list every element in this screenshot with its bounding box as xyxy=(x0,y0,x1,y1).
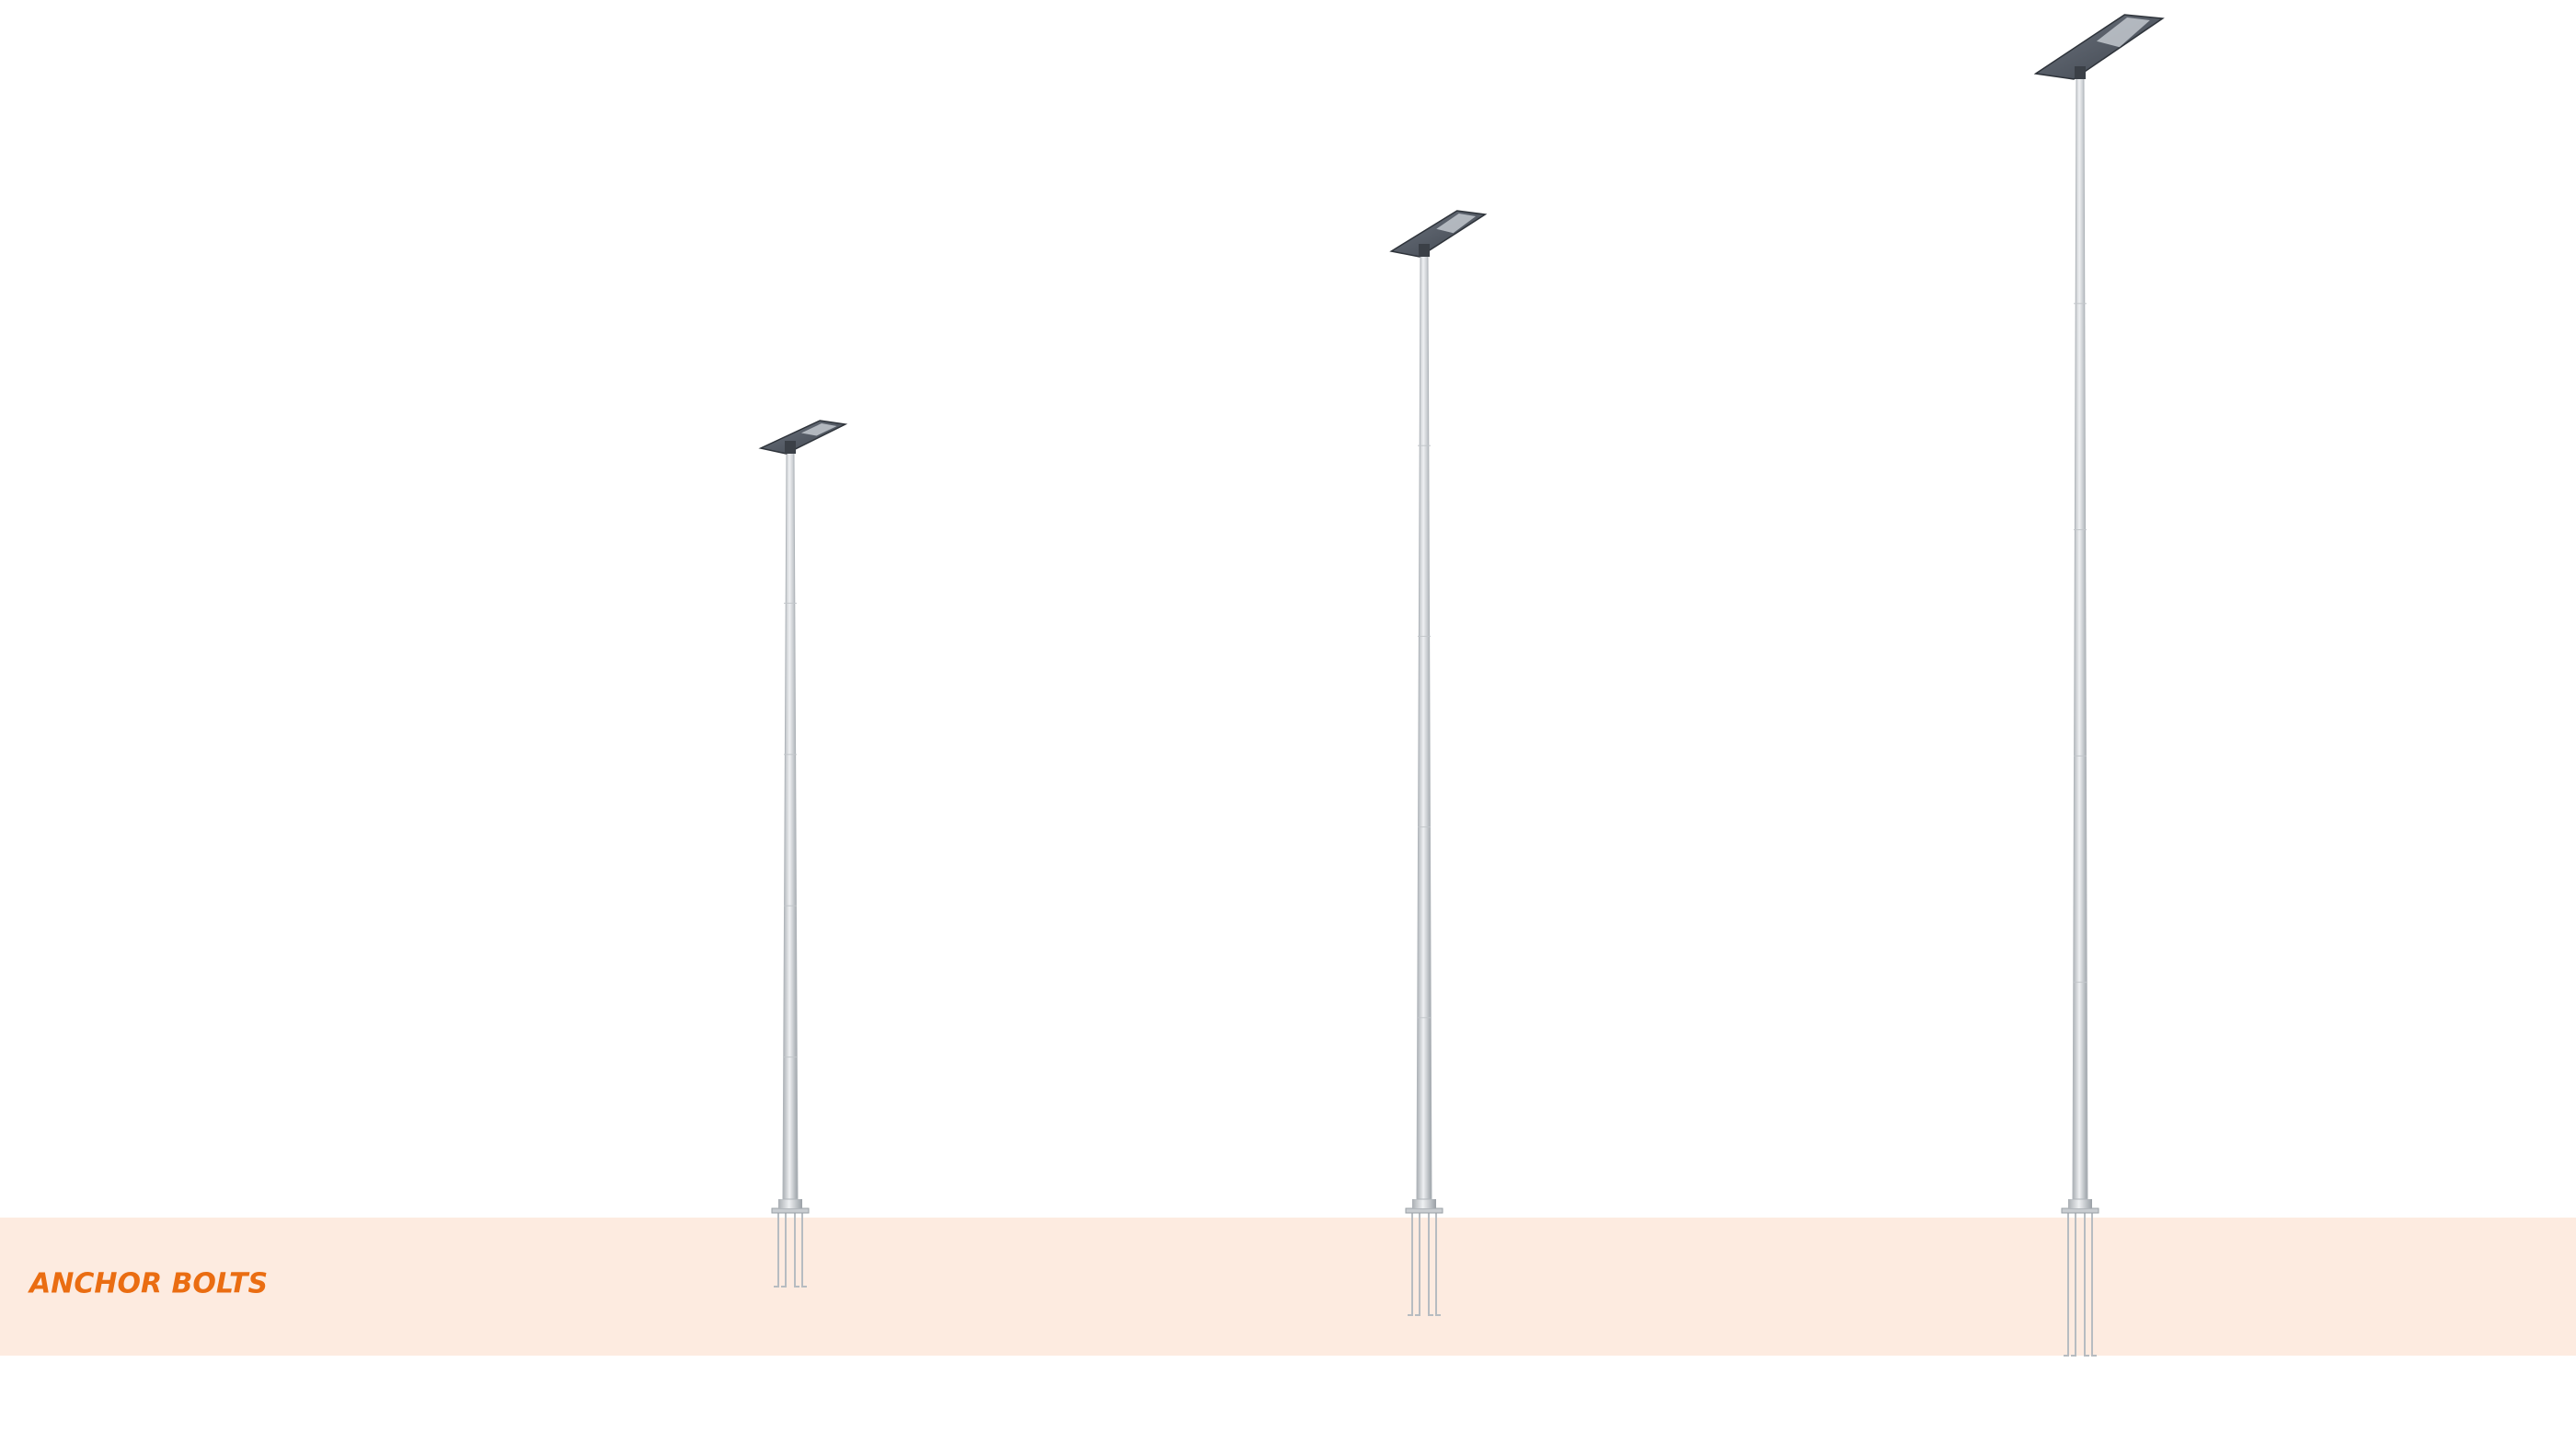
head-bracket xyxy=(2075,66,2086,79)
anchor-bolt xyxy=(1428,1212,1433,1316)
base-flange xyxy=(2068,1199,2092,1208)
anchor-bolt xyxy=(2071,1212,2076,1357)
head-bracket xyxy=(1419,244,1430,257)
solar-panel xyxy=(2096,17,2150,48)
anchor-bolt xyxy=(2064,1212,2069,1357)
light-pole xyxy=(2033,14,2165,1357)
anchor-bolt xyxy=(2091,1212,2097,1357)
base-flange xyxy=(778,1199,802,1208)
anchor-bolt xyxy=(781,1212,787,1288)
head-bracket xyxy=(785,441,796,454)
pole-shaft xyxy=(1416,254,1432,1200)
solar-panel xyxy=(800,423,837,436)
anchor-bolt xyxy=(1435,1212,1441,1316)
light-pole xyxy=(1389,210,1488,1316)
pole-shaft xyxy=(782,451,799,1200)
ground-band xyxy=(0,1218,2576,1356)
base-plate xyxy=(771,1207,810,1214)
anchor-bolt xyxy=(1408,1212,1413,1316)
light-pole xyxy=(758,420,848,1288)
base-plate xyxy=(1405,1207,1443,1214)
pole-shaft xyxy=(2072,76,2088,1200)
ground-label: ANCHOR BOLTS xyxy=(28,1268,268,1300)
poles xyxy=(758,14,2165,1357)
anchor-bolt xyxy=(801,1212,807,1288)
anchor-bolt xyxy=(794,1212,799,1288)
anchor-bolt xyxy=(2084,1212,2089,1357)
anchor-bolt xyxy=(774,1212,779,1288)
base-flange xyxy=(1412,1199,1436,1208)
anchor-bolt xyxy=(1415,1212,1420,1316)
base-plate xyxy=(2061,1207,2099,1214)
solar-panel xyxy=(1436,214,1477,234)
